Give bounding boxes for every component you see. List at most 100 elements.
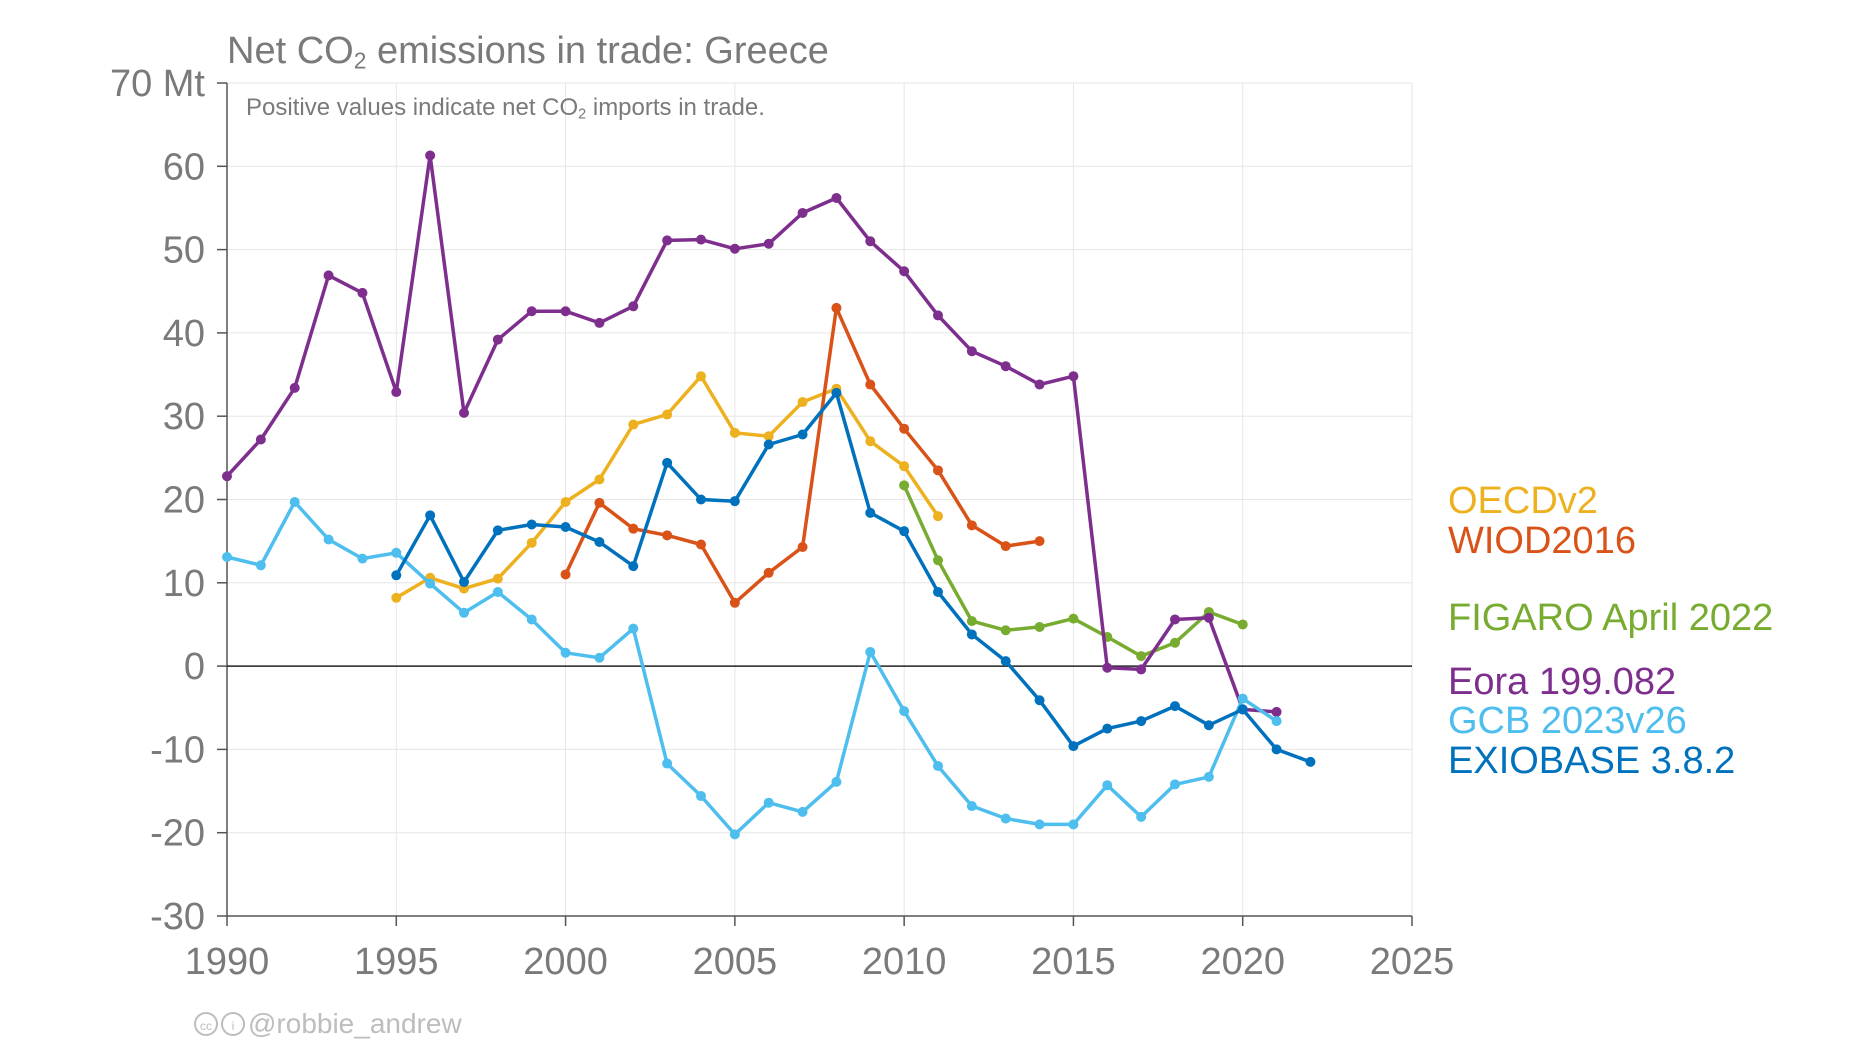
legend-item: OECDv2: [1448, 480, 1598, 522]
series-line: [225, 153, 1279, 714]
data-point: [560, 521, 571, 532]
x-tick-label: 2000: [523, 941, 608, 983]
x-tick-label: 2005: [693, 941, 778, 983]
data-point: [1034, 695, 1045, 706]
y-tick-label: 10: [163, 563, 205, 605]
data-point: [1136, 664, 1147, 675]
data-point: [1170, 779, 1180, 790]
data-point: [1034, 621, 1045, 632]
data-point: [966, 801, 977, 812]
data-point: [628, 419, 639, 430]
data-point: [662, 409, 673, 420]
data-point: [459, 607, 469, 618]
data-point: [492, 525, 503, 536]
data-point: [797, 541, 808, 552]
legend-item: Eora 199.082: [1448, 661, 1676, 703]
data-point: [594, 317, 605, 328]
chart-subtitle: Positive values indicate net CO2 imports…: [246, 94, 765, 123]
data-point: [526, 306, 537, 317]
data-point: [966, 616, 977, 627]
data-point: [289, 382, 300, 393]
data-point: [899, 480, 910, 491]
data-point: [459, 576, 469, 587]
data-point: [594, 652, 605, 663]
x-tick-label: 2015: [1031, 941, 1116, 983]
data-point: [899, 526, 910, 537]
data-point: [797, 429, 808, 440]
axes: [217, 82, 1413, 926]
y-tick-label: 60: [163, 146, 205, 188]
data-point: [1034, 536, 1045, 547]
data-point: [899, 706, 910, 717]
series-lines: [222, 150, 1316, 840]
data-point: [222, 471, 232, 482]
data-point: [526, 537, 537, 548]
data-point: [255, 434, 266, 445]
data-point: [628, 301, 639, 312]
data-point: [459, 407, 469, 418]
data-point: [933, 761, 943, 772]
data-point: [628, 523, 639, 534]
data-point: [865, 379, 876, 390]
legend-item: EXIOBASE 3.8.2: [1448, 740, 1735, 782]
data-point: [899, 423, 910, 434]
data-point: [1203, 720, 1214, 731]
data-point: [323, 534, 334, 545]
data-point: [797, 207, 808, 218]
data-point: [425, 578, 436, 589]
data-point: [662, 235, 673, 246]
data-point: [560, 569, 571, 580]
data-point: [1237, 619, 1248, 630]
data-point: [560, 647, 571, 658]
data-point: [763, 567, 774, 578]
data-point: [357, 287, 368, 298]
data-point: [696, 371, 706, 382]
data-point: [1000, 625, 1011, 636]
data-point: [492, 334, 503, 345]
y-tick-label: -10: [150, 729, 205, 771]
data-point: [729, 243, 740, 254]
data-point: [594, 497, 605, 508]
data-point: [1136, 651, 1147, 662]
x-tick-label: 1995: [354, 941, 439, 983]
data-point: [662, 758, 673, 769]
data-point: [1305, 756, 1316, 767]
data-point: [222, 551, 232, 562]
data-point: [1237, 693, 1248, 704]
data-point: [662, 530, 673, 541]
data-point: [1136, 811, 1147, 822]
data-point: [1271, 744, 1282, 755]
data-point: [763, 238, 774, 249]
data-point: [696, 494, 706, 505]
data-point: [966, 629, 977, 640]
author-credit: cc i @robbie_andrew: [194, 1008, 462, 1040]
data-point: [560, 306, 571, 317]
data-point: [696, 234, 706, 245]
x-tick-label: 2020: [1200, 941, 1285, 983]
data-point: [865, 436, 876, 447]
data-point: [763, 439, 774, 450]
data-point: [357, 553, 368, 564]
data-point: [933, 555, 943, 566]
data-point: [662, 457, 673, 468]
series-line: [225, 500, 1279, 837]
data-point: [729, 597, 740, 608]
data-point: [797, 806, 808, 817]
data-point: [1203, 771, 1214, 782]
data-point: [696, 791, 706, 802]
data-point: [1136, 716, 1147, 727]
data-point: [492, 573, 503, 584]
data-point: [1000, 361, 1011, 372]
data-point: [865, 236, 876, 247]
y-tick-label: 50: [163, 230, 205, 272]
data-point: [933, 586, 943, 597]
legend-item: GCB 2023v26: [1448, 700, 1687, 742]
creative-commons-icon: cc: [194, 1012, 218, 1036]
chart-title: Net CO2 emissions in trade: Greece: [227, 30, 829, 74]
data-point: [594, 474, 605, 485]
data-point: [526, 519, 537, 530]
data-point: [763, 431, 774, 442]
data-point: [933, 465, 943, 476]
data-point: [560, 496, 571, 507]
